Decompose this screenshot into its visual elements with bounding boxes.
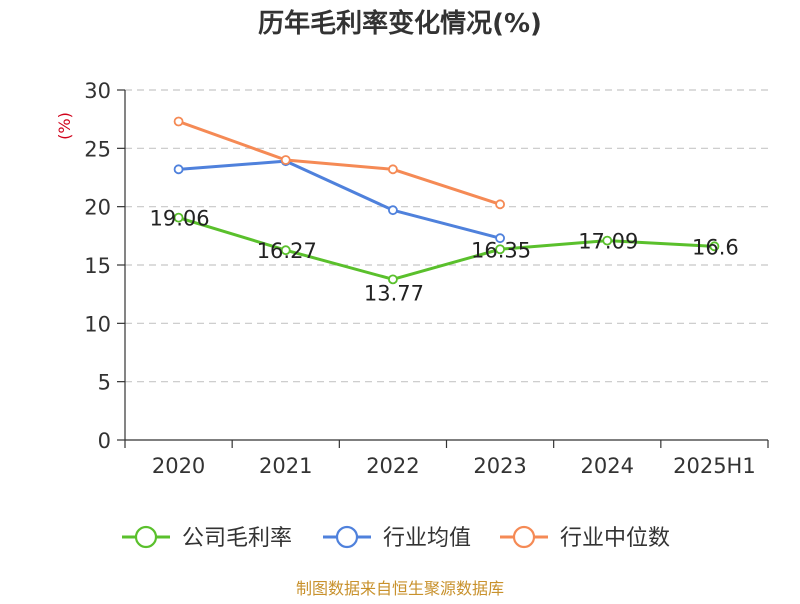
x-tick-label: 2025H1: [673, 454, 756, 478]
y-tick-label: 20: [84, 196, 111, 220]
data-point: [173, 212, 184, 223]
x-tick-label: 2022: [366, 454, 419, 478]
x-tick-label: 2024: [581, 454, 634, 478]
data-point: [602, 235, 613, 246]
y-tick-label: 10: [84, 312, 111, 336]
y-tick-label: 30: [84, 79, 111, 103]
data-point: [280, 155, 291, 165]
data-point: [388, 205, 398, 216]
gridlines: [125, 89, 768, 383]
y-tick-label: 25: [84, 137, 111, 161]
y-axis-label: (%): [55, 112, 74, 140]
data-point: [280, 245, 291, 256]
series-line: [178, 120, 501, 206]
legend-label: 公司毛利率: [182, 526, 292, 551]
data-point: [495, 233, 505, 244]
data-labels: 19.06 16.27 13.77 16.35 17.09 16.6: [150, 207, 739, 306]
data-label: 13.77: [364, 281, 424, 305]
y-tick-label: 0: [98, 429, 111, 453]
legend-marker: [512, 525, 536, 549]
legend: 公司毛利率 行业均值 行业中位数: [122, 525, 670, 551]
chart-title: 历年毛利率变化情况(%): [258, 8, 542, 39]
data-point: [709, 241, 720, 252]
legend-item: 行业中位数: [500, 525, 670, 551]
data-point: [495, 199, 505, 210]
series-line: [178, 216, 715, 281]
data-label: 19.06: [150, 207, 210, 231]
data-label: 16.6: [692, 235, 739, 259]
series-line: [178, 159, 501, 240]
y-tick-label: 5: [98, 371, 111, 395]
legend-item: 行业均值: [323, 525, 471, 551]
source-note: 制图数据来自恒生聚源数据库: [296, 579, 504, 598]
x-tick-label: 2020: [152, 454, 205, 478]
data-label: 16.27: [257, 239, 317, 263]
data-point: [495, 244, 505, 255]
legend-label: 行业均值: [383, 526, 471, 551]
y-tick-label: 15: [84, 254, 111, 278]
axes: 0 5 10 15 20 25 30 2020 2021 2022 2023 2024 2025H1: [84, 79, 769, 478]
legend-label: 行业中位数: [560, 526, 670, 551]
data-point: [173, 164, 184, 175]
legend-marker: [134, 525, 158, 549]
x-tick-label: 2023: [473, 454, 526, 478]
data-label: 16.35: [471, 238, 531, 262]
data-point: [388, 164, 398, 175]
legend-item: 公司毛利率: [122, 525, 292, 551]
data-label: 17.09: [578, 230, 638, 254]
series-lines: [173, 116, 720, 285]
data-point: [173, 116, 184, 127]
legend-marker: [335, 525, 359, 549]
x-tick-label: 2021: [259, 454, 312, 478]
data-point: [388, 274, 398, 285]
